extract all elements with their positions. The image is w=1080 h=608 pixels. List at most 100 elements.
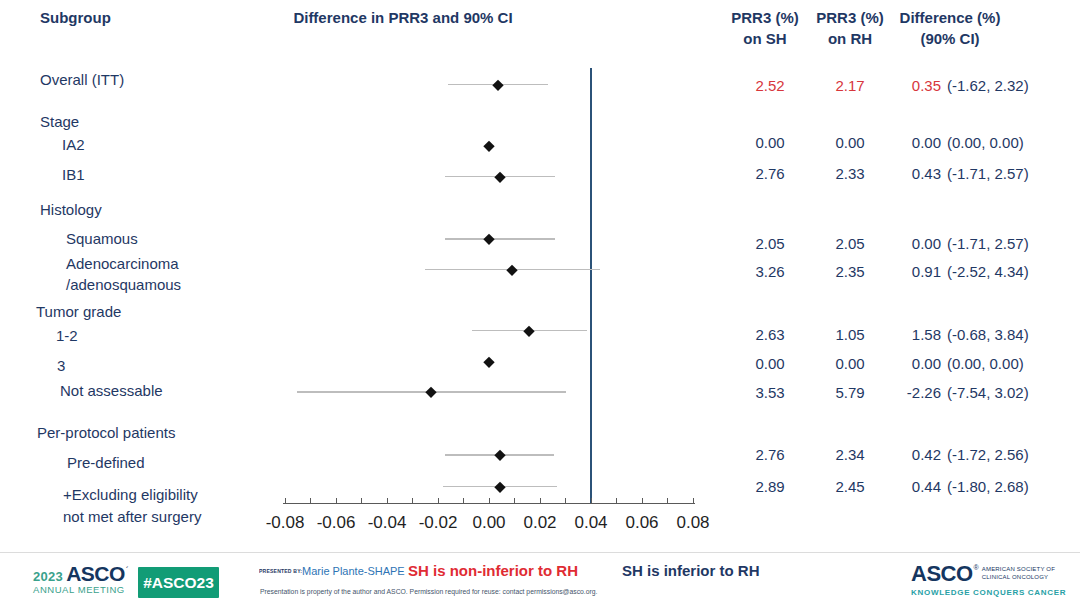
x-axis-tick [285,498,286,503]
x-axis-tick [412,498,413,503]
prr3-sh-value: 2.76 [735,445,805,465]
difference-estimate: -2.26 [883,383,941,403]
subgroup-label: Stage [40,111,79,132]
x-axis-tick [616,498,617,503]
difference-estimate: 0.43 [883,164,941,184]
prr3-rh-value: 2.34 [815,445,885,465]
subgroup-label: IB1 [62,164,85,185]
subgroup-label: +Excluding eligibility [63,484,198,505]
x-axis-tick [438,498,439,503]
subgroup-label: 3 [57,355,65,376]
x-axis-tick [489,498,490,503]
registered-mark: ® [974,564,979,571]
x-axis-tick [642,498,643,503]
difference-estimate: 0.00 [883,354,941,374]
prr3-rh-value: 2.35 [815,262,885,282]
difference-value: 0.44(-1.80, 2.68) [883,477,1029,497]
point-estimate-marker [495,171,506,182]
inferior-note: SH is inferior to RH [622,562,760,579]
x-axis-tick [514,498,515,503]
subgroup-label: /adenosquamous [66,274,181,295]
point-estimate-marker [495,481,506,492]
difference-ci: (-7.54, 3.02) [947,383,1029,403]
difference-estimate: 0.91 [883,262,941,282]
x-axis-tick [310,498,311,503]
x-axis-tick [693,498,694,503]
point-estimate-marker [426,387,437,398]
difference-ci: (-2.52, 4.34) [947,262,1029,282]
x-axis-tick [463,498,464,503]
x-axis-tick [591,498,592,503]
presented-by-label: PRESENTED BY: [259,568,302,574]
difference-value: 0.00 (0.00, 0.00) [883,354,1024,374]
prr3-sh-value: 3.26 [735,262,805,282]
prr3-rh-value: 5.79 [815,383,885,403]
noninferiority-reference-line [590,68,592,503]
prr3-rh-value: 0.00 [815,133,885,153]
col-header-subgroup: Subgroup [40,7,111,28]
subgroup-label: Per-protocol patients [37,422,175,443]
x-axis-tick [387,498,388,503]
difference-ci: (-1.72, 2.56) [947,445,1029,465]
prr3-sh-value: 0.00 [735,133,805,153]
difference-value: 0.91 (-2.52, 4.34) [883,262,1029,282]
prr3-sh-value: 2.76 [735,164,805,184]
noninferior-note: SH is non-inferior to RH [408,562,578,579]
subgroup-label: not met after surgery [63,506,201,527]
subgroup-label: Overall (ITT) [40,69,124,90]
difference-value: 0.00 (-1.71, 2.57) [883,234,1029,254]
prr3-sh-value: 2.89 [735,477,805,497]
difference-estimate: 1.58 [883,325,941,345]
point-estimate-marker [494,450,505,461]
prr3-rh-value: 2.05 [815,234,885,254]
forest-plot-slide: Subgroup Difference in PRR3 and 90% CI P… [0,0,1080,608]
difference-estimate: 0.42 [883,445,941,465]
difference-value: 1.58 (-0.68, 3.84) [883,325,1029,345]
prr3-rh-value: 2.33 [815,164,885,184]
difference-ci: (-1.71, 2.57) [947,164,1029,184]
point-estimate-marker [484,140,495,151]
difference-value: 0.00(0.00, 0.00) [883,133,1024,153]
difference-value: -2.26 (-7.54, 3.02) [883,383,1029,403]
difference-ci: (0.00, 0.00) [947,354,1024,374]
presenter-name: Marie Plante-SHAPE [302,565,405,577]
hashtag-badge: #ASCO23 [138,567,219,598]
x-axis-tick [565,498,566,503]
prr3-rh-value: 0.00 [815,354,885,374]
difference-ci: (-0.68, 3.84) [947,325,1029,345]
difference-ci: (0.00, 0.00) [947,133,1024,153]
subgroup-label: Squamous [66,228,138,249]
prr3-sh-value: 2.63 [735,325,805,345]
subgroup-label: IA2 [62,134,85,155]
difference-value: 0.42 (-1.72, 2.56) [883,445,1029,465]
x-axis-tick [540,498,541,503]
x-axis-tick [667,498,668,503]
x-axis-tick-label: 0.08 [663,513,723,533]
point-estimate-marker [484,234,495,245]
difference-ci: (-1.62, 2.32) [947,76,1029,96]
col-header-difference: Difference (%) (90% CI) [870,7,1030,49]
x-axis-line [283,503,695,504]
subgroup-label: Pre-defined [67,452,145,473]
difference-ci: (-1.71, 2.57) [947,234,1029,254]
prr3-sh-value: 2.52 [735,76,805,96]
x-axis-tick [361,498,362,503]
difference-value: 0.43 (-1.71, 2.57) [883,164,1029,184]
asco-logo: ASCO ® AMERICAN SOCIETY OF CLINICAL ONCO… [911,564,1061,597]
prr3-sh-value: 3.53 [735,383,805,403]
permission-disclaimer: Presentation is property of the author a… [260,588,597,595]
subgroup-label: Tumor grade [36,301,121,322]
footer-divider [0,552,1080,553]
difference-estimate: 0.00 [883,234,941,254]
plot-title: Difference in PRR3 and 90% CI [243,7,563,28]
subgroup-label: Adenocarcinoma [66,253,179,274]
prr3-sh-value: 0.00 [735,354,805,374]
prr3-sh-value: 2.05 [735,234,805,254]
subgroup-label: Histology [40,199,102,220]
point-estimate-marker [524,325,535,336]
asco-annual-meeting-logo: 2023 ASCO ´ ANNUAL MEETING [33,562,129,595]
difference-ci: (-1.80, 2.68) [947,477,1029,497]
difference-value: 0.35 (-1.62, 2.32) [883,76,1029,96]
difference-estimate: 0.35 [883,76,941,96]
point-estimate-marker [507,264,518,275]
